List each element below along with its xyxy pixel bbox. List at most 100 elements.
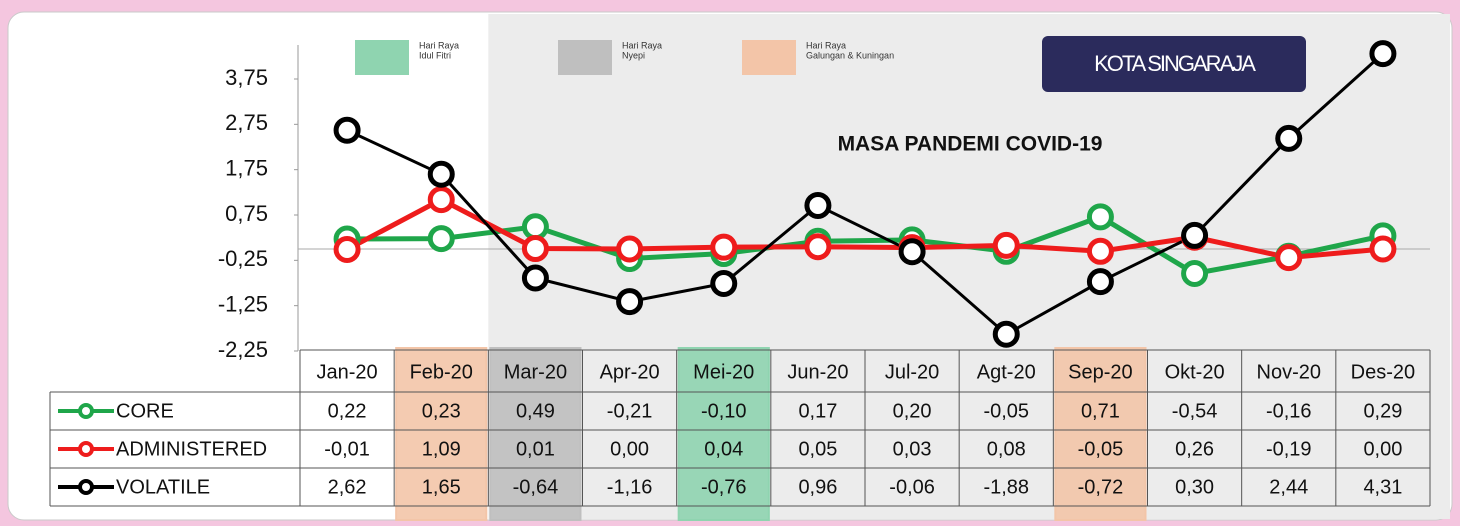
series-line <box>346 52 1384 337</box>
series-marker <box>333 235 361 263</box>
series-marker <box>427 186 455 214</box>
table-value: 2,62 <box>328 476 367 498</box>
table-value: 0,26 <box>1175 438 1214 460</box>
highlight-legend-label: Galungan & Kuningan <box>806 50 894 60</box>
table-value: 0,03 <box>893 438 932 460</box>
x-tick-label: Agt-20 <box>977 361 1036 383</box>
x-tick-label: Nov-20 <box>1257 361 1321 383</box>
table-value: -0,72 <box>1078 476 1124 498</box>
series-line <box>345 196 1384 261</box>
highlight-legend-label: Hari Raya <box>806 40 846 50</box>
series-marker <box>521 264 549 292</box>
series-marker <box>1086 237 1114 265</box>
table-value: 0,08 <box>987 438 1026 460</box>
series-marker <box>804 191 832 219</box>
table-value: -0,05 <box>983 400 1029 422</box>
y-tick-label: 1,75 <box>225 155 268 180</box>
series-marker <box>521 213 549 241</box>
series-marker <box>333 116 361 144</box>
series-marker <box>1086 203 1114 231</box>
table-value: -0,16 <box>1266 400 1312 422</box>
table-value: 0,29 <box>1363 400 1402 422</box>
series-marker <box>804 233 832 261</box>
table-value: 1,09 <box>422 438 461 460</box>
series-marker <box>992 320 1020 348</box>
highlight-legend-label: Hari Raya <box>419 40 459 50</box>
x-tick-label: Jan-20 <box>317 361 378 383</box>
table-value: 0,00 <box>1363 438 1402 460</box>
series-line <box>347 214 1384 277</box>
highlight-legend-swatch <box>742 40 796 75</box>
y-tick-label: -2,25 <box>218 337 268 362</box>
table-value: -0,21 <box>607 400 653 422</box>
table-value: -0,76 <box>701 476 747 498</box>
highlight-legend-label: Hari Raya <box>622 40 662 50</box>
table-value: 0,22 <box>328 400 367 422</box>
table-value: 0,20 <box>893 400 932 422</box>
series-marker <box>898 238 926 266</box>
series-marker <box>710 269 738 297</box>
legend-label: VOLATILE <box>116 476 210 498</box>
x-tick-label: Apr-20 <box>600 361 660 383</box>
table-value: 1,65 <box>422 476 461 498</box>
table-value: 4,31 <box>1363 476 1402 498</box>
table-value: 0,71 <box>1081 400 1120 422</box>
x-tick-label: Jun-20 <box>787 361 848 383</box>
series-marker <box>1181 259 1209 287</box>
y-tick-label: -1,25 <box>218 291 268 316</box>
y-tick-label: 3,75 <box>225 65 268 90</box>
highlight-column <box>677 347 770 521</box>
series-marker <box>710 233 738 261</box>
chart-title: MASA PANDEMI COVID-19 <box>838 133 1103 156</box>
series-marker <box>1181 221 1209 249</box>
table-value: 2,44 <box>1269 476 1308 498</box>
table-value: 0,96 <box>798 476 837 498</box>
legend-marker <box>78 403 94 419</box>
table-value: 0,05 <box>798 438 837 460</box>
x-tick-label: Feb-20 <box>410 361 473 383</box>
highlight-legend-swatch <box>355 40 409 75</box>
highlight-legend-swatch <box>558 40 612 75</box>
table-value: 0,23 <box>422 400 461 422</box>
series-marker <box>1369 235 1397 263</box>
table-value: -1,16 <box>607 476 653 498</box>
highlight-legend-label: Idul Fitri <box>419 50 451 60</box>
series-marker <box>1086 268 1114 296</box>
x-tick-label: Okt-20 <box>1165 361 1225 383</box>
y-tick-label: 0,75 <box>225 201 268 226</box>
table-value: 0,00 <box>610 438 649 460</box>
highlight-column <box>1054 347 1147 521</box>
legend-marker <box>78 479 94 495</box>
table-value: -0,64 <box>513 476 559 498</box>
x-tick-label: Mar-20 <box>504 361 567 383</box>
highlight-column <box>489 347 582 521</box>
x-tick-label: Jul-20 <box>885 361 939 383</box>
y-tick-label: 2,75 <box>225 110 268 135</box>
x-tick-label: Mei-20 <box>693 361 754 383</box>
legend-label: ADMINISTERED <box>116 438 267 460</box>
table-value: 0,04 <box>704 438 743 460</box>
table-value: -0,10 <box>701 400 747 422</box>
table-value: -0,54 <box>1172 400 1218 422</box>
series-marker <box>616 235 644 263</box>
table-value: 0,49 <box>516 400 555 422</box>
highlight-column <box>395 347 488 521</box>
table-value: -0,06 <box>889 476 935 498</box>
x-tick-label: Des-20 <box>1351 361 1415 383</box>
table-value: 0,17 <box>798 400 837 422</box>
table-value: -0,05 <box>1078 438 1124 460</box>
table-value: 0,30 <box>1175 476 1214 498</box>
badge-text: KOTA SINGARAJA <box>1094 51 1256 76</box>
series-marker <box>427 225 455 253</box>
table-value: -0,19 <box>1266 438 1312 460</box>
series-marker <box>1275 244 1303 272</box>
y-tick-label: -0,25 <box>218 246 268 271</box>
highlight-legend-label: Nyepi <box>622 50 645 60</box>
series-marker <box>1369 40 1397 68</box>
x-tick-label: Sep-20 <box>1068 361 1133 383</box>
series-marker <box>616 288 644 316</box>
legend-marker <box>78 441 94 457</box>
series-marker <box>427 160 455 188</box>
legend-label: CORE <box>116 400 174 422</box>
